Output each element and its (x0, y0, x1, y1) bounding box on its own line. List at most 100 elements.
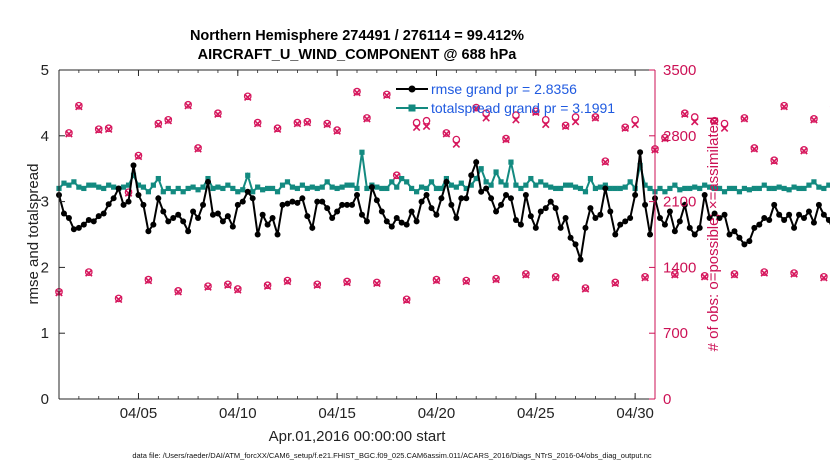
rmse-point (810, 219, 817, 226)
rmse-point (642, 201, 649, 208)
obs-assimilated-point (561, 122, 570, 131)
rmse-point (637, 149, 644, 156)
totalspread-point (279, 182, 286, 188)
rmse-point (175, 211, 182, 218)
totalspread-point (826, 182, 830, 188)
y-tick-label-right: 2100 (663, 194, 696, 211)
totalspread-point (374, 184, 380, 190)
totalspread-point (582, 189, 589, 195)
rmse-point (403, 221, 410, 228)
rmse-point (205, 178, 211, 185)
totalspread-point (339, 184, 345, 190)
obs-possible-point (243, 92, 252, 101)
rmse-point (70, 226, 77, 233)
rmse-point (433, 211, 440, 218)
obs-possible-point (591, 113, 600, 121)
totalspread-point (692, 184, 698, 190)
totalspread-point (468, 182, 474, 188)
rmse-point (185, 228, 192, 235)
totalspread-point (294, 185, 300, 192)
axes-layer: 04/05 04/10 04/15 04/20 04/25 04/30 0 1 2 3 4 5 0 700… (41, 62, 697, 422)
rmse-point (706, 215, 713, 222)
totalspread-point (120, 184, 127, 190)
rmse-point (428, 205, 435, 212)
obs-possible-point (224, 280, 232, 289)
obs-possible-point (790, 269, 798, 277)
totalspread-point (731, 185, 738, 192)
obs-assimilated-point (154, 120, 163, 129)
rmse-point (418, 198, 425, 205)
obs-possible-point (730, 270, 739, 278)
totalspread-point (811, 179, 817, 185)
rmse-point (542, 205, 549, 212)
totalspread-point (637, 162, 643, 169)
obs-assimilated-point (621, 124, 629, 133)
obs-possible-point (571, 113, 580, 121)
totalspread-point (761, 182, 767, 188)
totalspread-point (667, 185, 673, 192)
obs-possible-point (690, 113, 699, 121)
rmse-point (473, 159, 480, 166)
rmse-point (751, 224, 758, 231)
obs-assimilated-point (492, 275, 500, 284)
rmse-point (95, 213, 102, 220)
obs-possible-point (671, 270, 679, 278)
rmse-point (786, 211, 793, 218)
rmse-point (180, 218, 187, 225)
totalspread-point (528, 175, 534, 182)
rmse-point (110, 195, 117, 202)
totalspread-point (384, 185, 390, 192)
rmse-point (557, 224, 564, 231)
totalspread-point (543, 182, 549, 188)
obs-possible-point (363, 114, 371, 122)
x-tick-label: 04/25 (517, 405, 555, 422)
totalspread-point (791, 184, 797, 190)
totalspread-point (150, 182, 156, 188)
rmse-point (825, 217, 830, 224)
rmse-point (65, 215, 72, 222)
rmse-point (443, 178, 450, 185)
totalspread-point (657, 185, 663, 192)
totalspread-point (533, 182, 539, 188)
obs-assimilated-point (800, 147, 808, 155)
obs-possible-point (800, 146, 808, 154)
rmse-point (796, 211, 803, 218)
rmse-point (165, 218, 172, 225)
rmse-point (438, 195, 445, 202)
obs-assimilated-point (373, 279, 381, 288)
rmse-point (294, 199, 301, 206)
obs-possible-point (273, 124, 282, 133)
totalspread-point (195, 187, 201, 193)
totalspread-point (250, 189, 256, 195)
totalspread-point (617, 185, 623, 192)
totalspread-point (503, 182, 509, 188)
obs-assimilated-point (293, 119, 302, 128)
obs-possible-point (432, 275, 441, 284)
rmse-point (383, 218, 390, 225)
rmse-point (781, 217, 788, 224)
rmse-point (547, 198, 554, 205)
rmse-point (805, 208, 812, 215)
obs-assimilated-point (810, 116, 818, 124)
obs-assimilated-point (730, 271, 739, 279)
obs-assimilated-point (253, 119, 262, 128)
rmse-point (408, 208, 415, 215)
totalspread-point (612, 185, 618, 192)
totalspread-point (458, 180, 464, 186)
rmse-point (696, 224, 703, 231)
rmse-point (378, 208, 385, 215)
totalspread-point (518, 185, 524, 192)
totalspread-point (205, 175, 211, 182)
totalspread-point (523, 182, 529, 188)
rmse-point (324, 205, 331, 212)
rmse-point (354, 192, 360, 199)
totalspread-point (687, 185, 693, 192)
totalspread-point (274, 189, 281, 195)
totalspread-point (622, 184, 628, 190)
rmse-point (393, 215, 400, 222)
totalspread-point (91, 182, 97, 188)
rmse-point (522, 192, 529, 199)
obs-possible-point (392, 171, 401, 180)
rmse-point (329, 215, 336, 222)
